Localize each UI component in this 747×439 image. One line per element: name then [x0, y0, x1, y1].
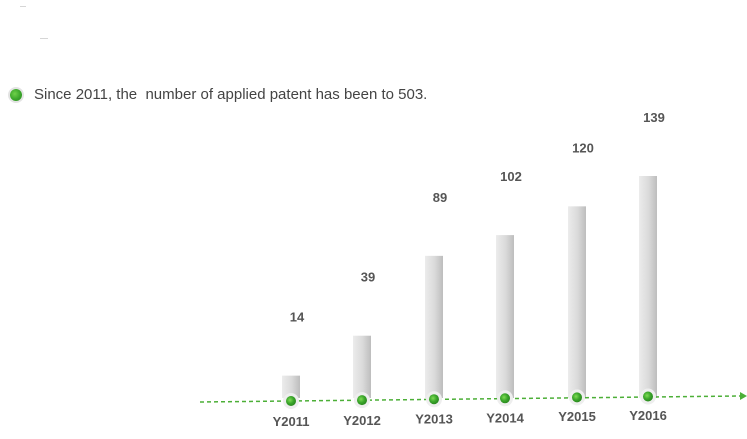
green-bullet-icon	[10, 88, 22, 101]
category-label: Y2013	[415, 412, 453, 427]
marker-dot-icon	[643, 391, 653, 402]
value-label: 102	[500, 169, 522, 184]
category-label: Y2015	[558, 409, 596, 424]
bar-y2013	[425, 255, 443, 398]
value-label: 39	[361, 270, 375, 285]
category-label: Y2012	[343, 413, 381, 428]
bar-y2016	[639, 176, 657, 398]
marker-dot-icon	[429, 394, 439, 405]
marker-dot-icon	[357, 395, 367, 406]
value-label: 89	[433, 190, 447, 205]
x-axis-line	[199, 395, 741, 403]
bar-y2015	[568, 206, 586, 398]
value-label: 120	[572, 140, 594, 155]
marker-dot-icon	[572, 392, 582, 403]
bar-y2014	[496, 235, 514, 398]
x-axis-arrow-icon	[740, 392, 747, 400]
marker-dot-icon	[286, 396, 296, 406]
decorative-dash	[20, 6, 26, 7]
bar-y2012	[353, 335, 371, 398]
marker-dot-icon	[500, 393, 510, 404]
category-label: Y2011	[273, 414, 310, 429]
headline-text: Since 2011, the number of applied patent…	[34, 86, 428, 103]
value-label: 139	[643, 110, 665, 125]
value-label: 14	[290, 310, 305, 325]
bar-y2011	[282, 375, 300, 398]
category-label: Y2014	[486, 410, 524, 425]
category-label: Y2016	[629, 408, 667, 423]
decorative-dash	[40, 38, 48, 39]
headline-row: Since 2011, the number of applied patent…	[10, 86, 427, 103]
